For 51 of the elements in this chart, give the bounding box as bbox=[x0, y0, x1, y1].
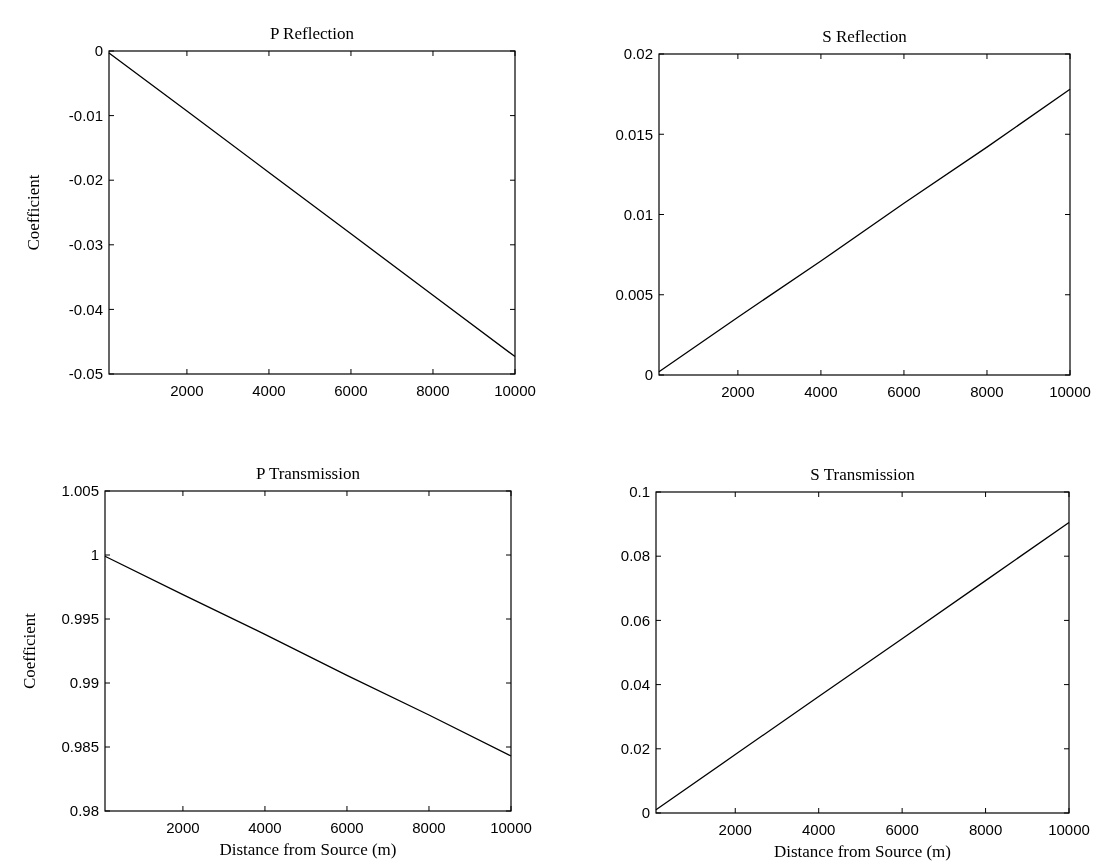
x-tick-label: 8000 bbox=[968, 821, 1003, 838]
x-tick-label: 6000 bbox=[334, 382, 368, 399]
chart-title: S Transmission bbox=[810, 465, 916, 484]
y-tick-label: 0.02 bbox=[620, 740, 650, 758]
y-tick-label: 0.1 bbox=[629, 483, 650, 501]
chart-title: P Reflection bbox=[270, 24, 355, 43]
y-tick-label: 1.005 bbox=[61, 482, 99, 500]
x-tick-label: 2000 bbox=[166, 819, 200, 836]
x-tick-label: 4000 bbox=[804, 383, 838, 400]
x-tick-label: 10000 bbox=[494, 382, 536, 399]
y-tick-label: -0.05 bbox=[68, 365, 103, 383]
x-tick-label: 6000 bbox=[887, 383, 921, 400]
x-axis-title: Distance from Source (m) bbox=[773, 842, 952, 861]
x-tick-label: 10000 bbox=[1048, 821, 1090, 838]
y-tick-label: 0.985 bbox=[61, 738, 99, 756]
y-tick-label: 0 bbox=[641, 804, 650, 822]
x-tick-label: 4000 bbox=[252, 382, 286, 399]
y-tick-label: 1 bbox=[90, 546, 99, 564]
x-tick-label: 2000 bbox=[721, 383, 755, 400]
x-tick-label: 10000 bbox=[1049, 383, 1091, 400]
chart-title: S Reflection bbox=[822, 27, 908, 46]
y-axis-title: Coefficient bbox=[20, 612, 39, 690]
y-tick-label: 0.08 bbox=[620, 547, 650, 565]
x-tick-label: 6000 bbox=[885, 821, 919, 838]
y-tick-label: 0.04 bbox=[620, 675, 650, 693]
x-tick-label: 2000 bbox=[170, 382, 204, 399]
y-tick-label: -0.01 bbox=[68, 106, 103, 124]
x-tick-label: 2000 bbox=[718, 821, 752, 838]
x-tick-label: 4000 bbox=[802, 821, 836, 838]
y-axis-title: Coefficient bbox=[24, 174, 43, 251]
y-tick-label: 0.02 bbox=[623, 45, 653, 63]
x-tick-label: 6000 bbox=[330, 819, 364, 836]
y-tick-label: -0.02 bbox=[68, 171, 103, 189]
y-tick-label: 0.99 bbox=[69, 674, 99, 692]
y-tick-label: 0.06 bbox=[620, 611, 650, 629]
y-tick-label: -0.04 bbox=[68, 300, 103, 318]
y-tick-label: 0.015 bbox=[615, 125, 653, 143]
y-tick-label: -0.03 bbox=[68, 236, 103, 254]
y-tick-label: 0 bbox=[94, 42, 103, 60]
x-tick-label: 4000 bbox=[248, 819, 282, 836]
y-tick-label: 0.98 bbox=[69, 802, 99, 820]
y-tick-label: 0.995 bbox=[61, 610, 99, 628]
y-tick-label: 0 bbox=[644, 366, 653, 384]
y-tick-label: 0.01 bbox=[623, 205, 653, 223]
x-tick-label: 10000 bbox=[490, 819, 532, 836]
chart-title: P Transmission bbox=[256, 464, 361, 483]
x-tick-label: 8000 bbox=[416, 382, 450, 399]
x-tick-label: 8000 bbox=[970, 383, 1004, 400]
x-tick-label: 8000 bbox=[412, 819, 446, 836]
x-axis-title: Distance from Source (m) bbox=[219, 840, 397, 859]
y-tick-label: 0.005 bbox=[615, 286, 653, 303]
